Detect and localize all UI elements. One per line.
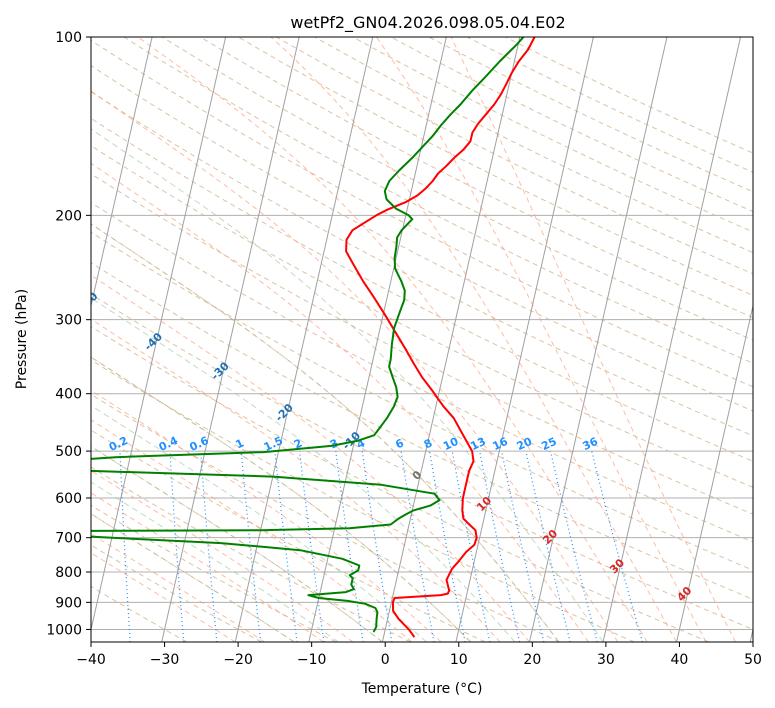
y-axis: 1000 900 800 700 600 500 400 300 200 100 xyxy=(46,30,91,638)
moist-adiabat xyxy=(91,223,560,642)
moist-adiabat xyxy=(91,481,339,642)
dry-adiabat xyxy=(91,231,753,571)
moist-adiabat xyxy=(450,37,736,642)
background-lines xyxy=(0,37,753,642)
y-tick-label: 400 xyxy=(55,387,82,403)
moist-adiabat xyxy=(270,37,678,642)
isotherm-line xyxy=(91,37,153,309)
x-tick-label: −40 xyxy=(76,652,106,668)
dry-adiabat xyxy=(91,393,560,642)
x-axis-label: Temperature (°C) xyxy=(361,681,483,697)
isotherm-line xyxy=(308,37,447,642)
x-tick-label: 10 xyxy=(450,652,468,668)
mixing-ratio-label: 13 xyxy=(468,435,487,453)
mixing-ratio-line xyxy=(591,450,644,642)
mixing-ratio-line xyxy=(451,450,491,642)
isotherm-line xyxy=(528,37,668,642)
moist-adiabat xyxy=(91,445,383,642)
mixing-ratio-line xyxy=(525,450,571,642)
isotherm-line xyxy=(0,37,79,642)
moist-adiabat xyxy=(375,37,707,642)
dry-adiabat xyxy=(91,585,188,642)
y-tick-label: 200 xyxy=(55,208,82,224)
mixing-ratio-line xyxy=(479,450,521,642)
isotherm-line xyxy=(91,37,227,632)
x-tick-label: 50 xyxy=(744,652,762,668)
isotherm-line xyxy=(749,627,753,642)
mixing-ratio-label: 25 xyxy=(539,435,558,453)
mixing-ratio-label: 16 xyxy=(491,435,511,453)
isotherm-line xyxy=(0,37,5,642)
dry-adiabat xyxy=(91,262,753,600)
x-tick-label: 0 xyxy=(381,652,390,668)
dry-adiabat xyxy=(91,504,337,642)
y-tick-label: 900 xyxy=(55,595,82,611)
moist-adiabat xyxy=(91,356,471,642)
isotherm-line xyxy=(455,37,594,642)
dry-adiabat xyxy=(91,359,635,642)
mixing-ratio-line xyxy=(429,450,466,642)
moist-adiabat xyxy=(91,469,354,642)
moist-adiabat xyxy=(91,404,427,642)
mixing-ratio-line xyxy=(549,450,598,642)
y-tick-label: 600 xyxy=(55,491,82,507)
dewpoint-profile xyxy=(91,37,525,633)
y-tick-label: 300 xyxy=(55,313,82,329)
plot-frame xyxy=(90,36,754,643)
moist-adiabat xyxy=(91,318,501,642)
dry-adiabat xyxy=(91,466,411,642)
y-tick-label: 500 xyxy=(55,444,82,460)
mixing-ratio-line xyxy=(169,451,185,642)
y-axis-label: Pressure (hPa) xyxy=(14,289,30,389)
dry-adiabat xyxy=(91,293,753,630)
moist-adiabat xyxy=(91,162,589,642)
moist-adiabat xyxy=(91,128,604,642)
y-tick-label: 700 xyxy=(55,531,82,547)
isotherm-label: -60 xyxy=(14,242,37,265)
x-tick-label: 40 xyxy=(671,652,689,668)
x-tick-label: −20 xyxy=(223,652,253,668)
x-tick-label: 20 xyxy=(523,652,541,668)
mixing-ratio-line xyxy=(501,450,545,642)
y-tick-label: 1000 xyxy=(46,622,82,638)
y-tick-label: 100 xyxy=(55,30,82,46)
x-tick-label: −30 xyxy=(150,652,180,668)
dry-adiabat xyxy=(91,91,753,437)
mixing-ratio-line xyxy=(274,451,298,642)
mixing-ratio-line xyxy=(240,451,262,642)
moist-adiabat xyxy=(91,492,324,642)
dry-adiabat xyxy=(91,429,486,642)
temperature-profile xyxy=(345,37,536,638)
moist-adiabat xyxy=(91,274,530,642)
moist-adiabat xyxy=(137,37,648,642)
mixing-ratio-label: 36 xyxy=(581,435,601,453)
dry-adiabat xyxy=(91,202,753,543)
x-tick-label: 30 xyxy=(597,652,615,668)
mixing-ratio-line xyxy=(299,451,325,642)
x-tick-label: −10 xyxy=(297,652,327,668)
dry-adiabat xyxy=(91,145,753,488)
isotherm-line xyxy=(676,303,753,642)
mixing-ratio-label: 10 xyxy=(441,435,461,453)
dry-adiabat xyxy=(199,37,753,319)
isotherm-label: -50 xyxy=(77,289,100,312)
isotherm-line xyxy=(234,37,374,642)
dry-adiabat xyxy=(161,37,753,341)
y-tick-label: 800 xyxy=(55,565,82,581)
mixing-ratio-label: 20 xyxy=(515,435,535,453)
x-axis: −40 −30 −20 −10 0 10 20 30 40 50 xyxy=(76,642,762,668)
isotherm-line xyxy=(381,37,521,642)
profiles xyxy=(91,37,536,638)
isotherm-line xyxy=(602,37,742,642)
mixing-ratio-line xyxy=(200,451,218,642)
chart-title: wetPf2_GN04.2026.098.05.04.E02 xyxy=(290,13,565,33)
